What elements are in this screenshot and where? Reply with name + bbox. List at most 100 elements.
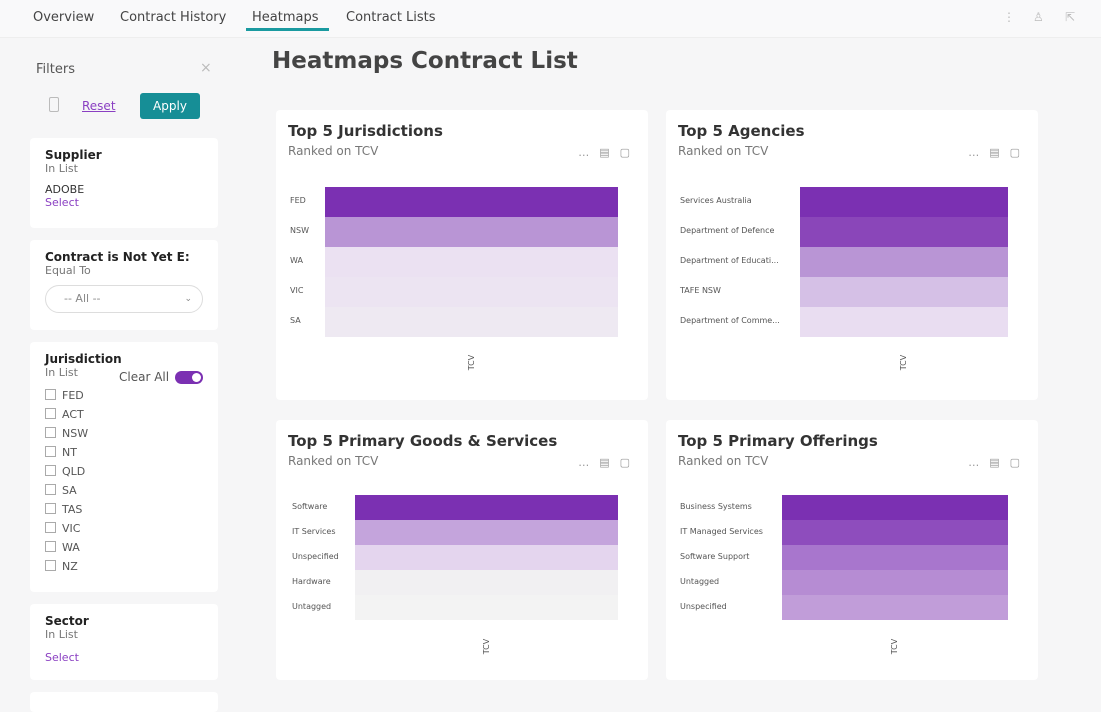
checkbox-option[interactable]: FED <box>45 389 203 408</box>
dropdown-text: -- All -- <box>64 292 101 305</box>
panel-subtitle: Ranked on TCV <box>288 454 379 468</box>
close[interactable]: × <box>200 60 212 76</box>
panel-subtitle: Ranked on TCV <box>678 144 769 158</box>
heatmap-cell <box>325 247 618 277</box>
panel-subtitle: Ranked on TCV <box>678 454 769 468</box>
axis-label: TCV <box>890 638 900 655</box>
card-title: Jurisdiction <box>45 352 122 366</box>
axis-label: TCV <box>899 354 909 371</box>
row-label: WA <box>290 256 303 265</box>
row-label: Department of Educati... <box>680 256 779 265</box>
operator: Equal To <box>45 264 91 277</box>
heatmap-cell <box>800 187 1008 217</box>
checkbox-option[interactable]: NZ <box>45 560 203 579</box>
card-title: Supplier <box>45 148 102 162</box>
checkbox-option[interactable]: SA <box>45 484 203 503</box>
select-link[interactable]: Select <box>45 651 79 664</box>
heatmap-cell <box>325 277 618 307</box>
dropdown[interactable]: -- All -- ⌄ <box>45 285 203 313</box>
row-label: Unspecified <box>292 551 339 561</box>
checkbox-option[interactable]: TAS <box>45 503 203 522</box>
operator: In List <box>45 162 78 175</box>
panel-icons[interactable]: …▤▢ <box>578 146 640 159</box>
panel-icons[interactable]: …▤▢ <box>968 456 1030 469</box>
filters-title: Filters <box>36 62 75 77</box>
toggle[interactable] <box>175 371 203 384</box>
icon[interactable] <box>49 97 59 112</box>
checkbox-option[interactable]: WA <box>45 541 203 560</box>
row-label: FED <box>290 196 306 205</box>
row-label: Services Australia <box>680 196 752 205</box>
filter-card: Jurisdiction In List Clear All FED ACT NSW… <box>30 342 218 592</box>
heatmap-cell <box>782 570 1008 595</box>
heatmap-cell <box>800 247 1008 277</box>
heatmap-cell <box>782 520 1008 545</box>
panel-title: Top 5 Agencies <box>678 122 805 140</box>
checkbox-option[interactable]: QLD <box>45 465 203 484</box>
panel-title: Top 5 Primary Offerings <box>678 432 878 450</box>
heatmap-cell <box>782 495 1008 520</box>
row-label: SA <box>290 316 301 325</box>
heatmap-panel: Top 5 Jurisdictions Ranked on TCV …▤▢ FED NS… <box>276 110 648 400</box>
row-label: NSW <box>290 226 309 235</box>
page-title: Heatmaps Contract List <box>272 48 578 74</box>
icon[interactable]: ♙ <box>1033 10 1044 24</box>
heatmap-cell <box>800 217 1008 247</box>
panel-icons[interactable]: …▤▢ <box>578 456 640 469</box>
toggle-knob <box>192 373 201 382</box>
tab[interactable]: Contract History <box>120 10 227 25</box>
checkbox-option[interactable]: ACT <box>45 408 203 427</box>
row-label: VIC <box>290 286 304 295</box>
select-link[interactable]: Select <box>45 196 79 209</box>
option-list: FED ACT NSW NT QLD SA TAS VIC WA NZ <box>45 389 203 579</box>
checkbox-option[interactable]: NSW <box>45 427 203 446</box>
filter-card: Sector In List Select <box>30 604 218 680</box>
heatmap-panel: Top 5 Primary Offerings Ranked on TCV …▤▢ B… <box>666 420 1038 680</box>
heatmap-cell <box>325 217 618 247</box>
card-title: Contract is Not Yet E: <box>45 250 190 264</box>
row-label: IT Services <box>292 526 336 536</box>
checkbox-option[interactable]: NT <box>45 446 203 465</box>
heatmap-cell <box>355 495 618 520</box>
heatmap-cell <box>355 545 618 570</box>
clear-all[interactable]: Clear All <box>119 370 170 384</box>
row-label: Hardware <box>292 576 331 586</box>
row-label: Software <box>292 501 328 511</box>
heatmap-cell <box>800 277 1008 307</box>
heatmap-cell <box>355 520 618 545</box>
row-label: Untagged <box>680 576 720 586</box>
heatmap-panel: Top 5 Agencies Ranked on TCV …▤▢ Services A… <box>666 110 1038 400</box>
icon[interactable]: ⋮ <box>1003 10 1015 24</box>
heatmap-cell <box>355 595 618 620</box>
tab[interactable]: Overview <box>33 10 95 25</box>
row-label: Unspecified <box>680 601 727 611</box>
panel-icons[interactable]: …▤▢ <box>968 146 1030 159</box>
reset-link[interactable]: Reset <box>82 99 116 113</box>
row-label: Untagged <box>292 601 332 611</box>
panel-title: Top 5 Jurisdictions <box>288 122 443 140</box>
value: ADOBE <box>45 183 85 196</box>
heatmap-cell <box>782 545 1008 570</box>
row-label: Business Systems <box>680 501 752 511</box>
icon[interactable]: ⇱ <box>1065 10 1076 24</box>
panel-subtitle: Ranked on TCV <box>288 144 379 158</box>
filter-card: Supplier In List ADOBE Select <box>30 138 218 228</box>
tab-active[interactable]: Heatmaps <box>246 10 329 31</box>
filter-card <box>30 692 218 712</box>
operator: In List <box>45 366 78 379</box>
row-label: TAFE NSW <box>680 286 721 295</box>
filter-card: Contract is Not Yet E: Equal To -- All -… <box>30 240 218 330</box>
heatmap-cell <box>355 570 618 595</box>
chevron: ⌄ <box>184 294 192 304</box>
apply-button[interactable]: Apply <box>140 93 200 119</box>
axis-label: TCV <box>467 354 477 371</box>
operator: In List <box>45 628 78 641</box>
heatmap-cell <box>800 307 1008 337</box>
row-label: IT Managed Services <box>680 526 763 536</box>
checkbox-option[interactable]: VIC <box>45 522 203 541</box>
tab[interactable]: Contract Lists <box>346 10 436 25</box>
panel-title: Top 5 Primary Goods & Services <box>288 432 558 450</box>
tab-bar: Overview Contract History Heatmaps Contr… <box>0 0 1101 38</box>
